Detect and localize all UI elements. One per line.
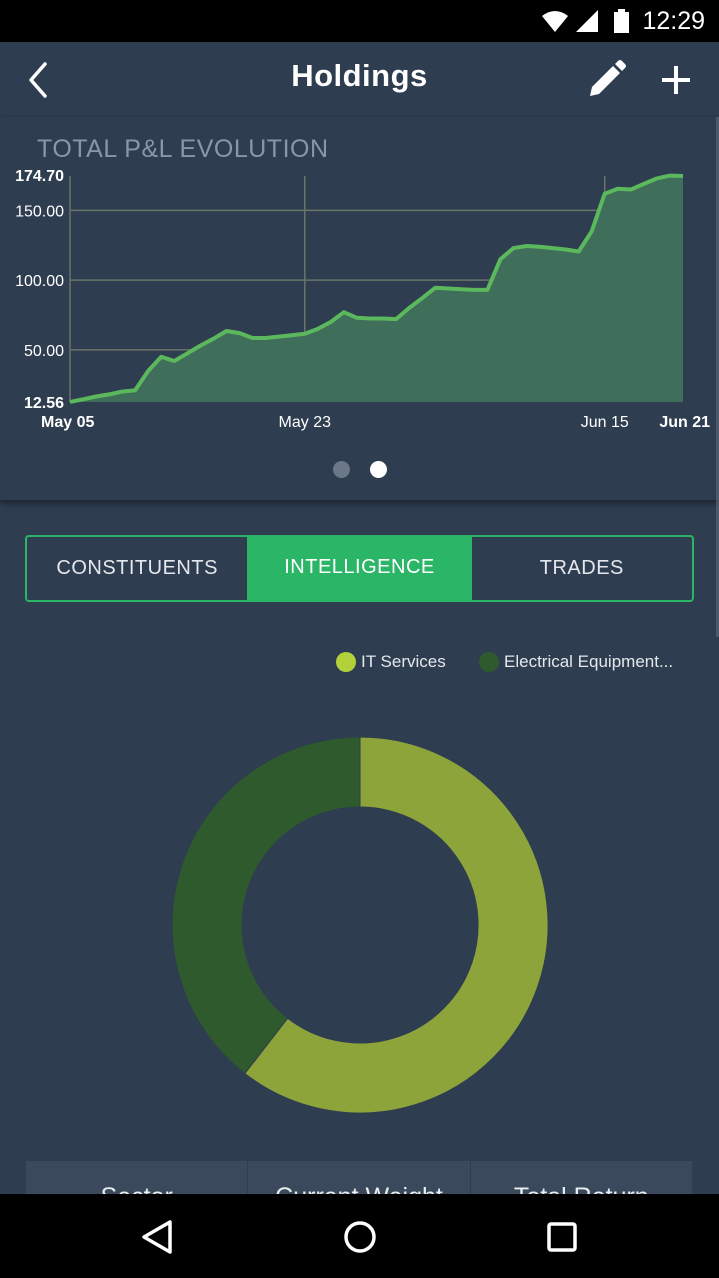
scrollbar[interactable] xyxy=(716,117,719,637)
sector-donut-chart[interactable] xyxy=(0,700,719,1140)
add-plus-icon[interactable] xyxy=(652,56,700,104)
nav-back-icon[interactable] xyxy=(135,1214,181,1260)
pnl-area-chart[interactable]: 174.70 150.00 100.00 50.00 12.56 May 05 May 23… xyxy=(0,117,719,437)
y-tick-label-4: 12.56 xyxy=(24,395,64,412)
nav-recents-icon[interactable] xyxy=(539,1214,585,1260)
system-nav-bar xyxy=(0,1194,719,1278)
y-tick-label-2: 100.00 xyxy=(15,273,64,290)
app-bar: Holdings xyxy=(0,42,719,117)
legend-swatch-it-services xyxy=(336,652,356,672)
page-indicator-dot-1[interactable] xyxy=(333,461,350,478)
page-indicator-dot-2[interactable] xyxy=(370,461,387,478)
y-tick-label-3: 50.00 xyxy=(24,343,64,360)
donut-slice-electrical-equipment xyxy=(171,736,361,1075)
legend-label-it-services: IT Services xyxy=(361,652,446,671)
legend-item-it-services[interactable]: IT Services xyxy=(336,652,446,672)
series-line xyxy=(69,173,684,404)
x-tick-label-3: Jun 21 xyxy=(659,414,710,431)
series-area-fill xyxy=(70,175,683,402)
column-header-total-return[interactable]: Total Return xyxy=(469,1161,692,1194)
y-tick-label-1: 150.00 xyxy=(15,203,64,220)
tab-intelligence[interactable]: INTELLIGENCE xyxy=(247,537,470,600)
x-tick-label-0: May 05 xyxy=(41,414,94,431)
x-tick-label-1: May 23 xyxy=(279,414,332,431)
column-header-sector[interactable]: Sector xyxy=(26,1161,247,1194)
status-time: 12:29 xyxy=(642,7,705,35)
signal-icon xyxy=(576,10,598,32)
tab-trades[interactable]: TRADES xyxy=(469,537,692,600)
tab-constituents[interactable]: CONSTITUENTS xyxy=(56,557,218,579)
pnl-chart-card[interactable]: TOTAL P&L EVOLUTION 174.70 150.00 100.00 50… xyxy=(0,117,719,500)
y-tick-label-0: 174.70 xyxy=(15,168,64,185)
status-icons xyxy=(542,9,629,33)
segment-tabs: CONSTITUENTS INTELLIGENCE TRADES xyxy=(25,535,694,602)
sector-table-header: Sector Current Weight Total Return xyxy=(26,1161,692,1194)
legend-label-electrical-equipment: Electrical Equipment... xyxy=(504,652,674,671)
x-tick-label-2: Jun 15 xyxy=(581,414,629,431)
legend-swatch-electrical-equipment xyxy=(479,652,499,672)
legend-item-electrical-equipment[interactable]: Electrical Equipment... xyxy=(479,652,673,672)
chart-title: TOTAL P&L EVOLUTION xyxy=(37,135,329,163)
wifi-icon xyxy=(542,11,568,32)
nav-home-icon[interactable] xyxy=(337,1214,383,1260)
back-arrow-icon[interactable] xyxy=(14,56,62,104)
status-bar: 12:29 xyxy=(0,0,719,42)
page-title: Holdings xyxy=(291,58,428,93)
edit-pencil-icon[interactable] xyxy=(582,56,630,104)
battery-icon xyxy=(614,9,629,33)
donut-slice-it-services xyxy=(244,736,549,1114)
column-header-current-weight[interactable]: Current Weight xyxy=(247,1161,469,1194)
